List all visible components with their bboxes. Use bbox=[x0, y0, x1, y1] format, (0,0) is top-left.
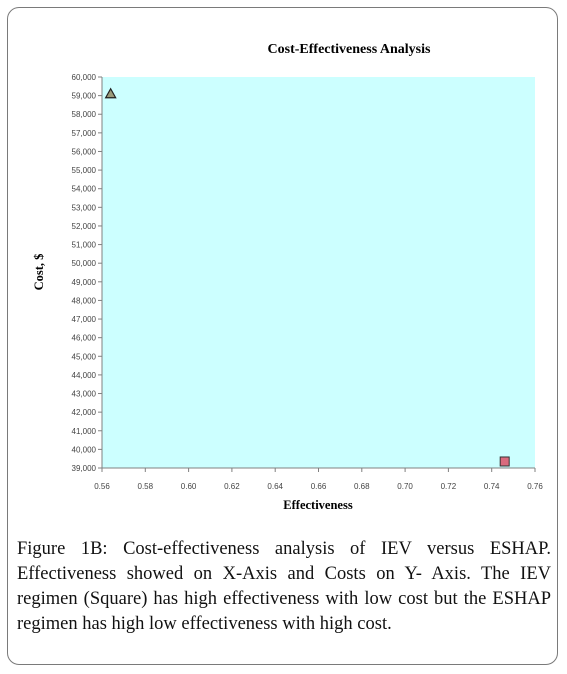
y-axis: 39,000 40,000 41,000 42,000 43,000 44,000 45,0… bbox=[72, 73, 103, 473]
y-tick-label: 54,000 bbox=[72, 185, 97, 194]
x-tick-label: 0.66 bbox=[311, 482, 327, 491]
y-tick-label: 48,000 bbox=[72, 296, 97, 305]
data-point-square bbox=[499, 456, 510, 467]
x-tick-label: 0.74 bbox=[484, 482, 500, 491]
y-tick-label: 41,000 bbox=[72, 427, 97, 436]
y-tick-label: 58,000 bbox=[72, 110, 97, 119]
x-tick-label: 0.62 bbox=[224, 482, 240, 491]
x-tick-label: 0.58 bbox=[138, 482, 154, 491]
y-tick-label: 49,000 bbox=[72, 278, 97, 287]
y-tick-label: 55,000 bbox=[72, 166, 97, 175]
x-tick-label: 0.70 bbox=[397, 482, 413, 491]
x-tick-label: 0.76 bbox=[527, 482, 543, 491]
x-axis: 0.56 0.58 0.60 0.62 0.64 0.66 0.68 0.70 0.72 0.74… bbox=[94, 467, 543, 491]
y-tick-label: 45,000 bbox=[72, 352, 97, 361]
y-tick-label: 47,000 bbox=[72, 315, 97, 324]
y-tick-label: 40,000 bbox=[72, 445, 97, 454]
y-tick-label: 57,000 bbox=[72, 129, 97, 138]
data-points bbox=[104, 87, 510, 467]
chart: Cost-Effectiveness Analysis 39,000 40,000… bbox=[32, 42, 543, 512]
y-tick-label: 44,000 bbox=[72, 371, 97, 380]
y-tick-label: 43,000 bbox=[72, 390, 97, 399]
y-tick-label: 51,000 bbox=[72, 241, 97, 250]
figure-caption: Figure 1B: Cost-effectiveness analysis o… bbox=[17, 539, 551, 634]
y-tick-label: 42,000 bbox=[72, 408, 97, 417]
y-axis-label: Cost, $ bbox=[32, 254, 46, 291]
x-tick-label: 0.64 bbox=[267, 482, 283, 491]
x-axis-label: Effectiveness bbox=[283, 498, 353, 512]
chart-title: Cost-Effectiveness Analysis bbox=[268, 42, 431, 57]
data-point-triangle bbox=[104, 87, 117, 99]
y-tick-label: 50,000 bbox=[72, 259, 97, 268]
y-tick-label: 52,000 bbox=[72, 222, 97, 231]
y-tick-label: 46,000 bbox=[72, 334, 97, 343]
y-tick-label: 39,000 bbox=[72, 464, 97, 473]
x-tick-label: 0.60 bbox=[181, 482, 197, 491]
x-tick-label: 0.56 bbox=[94, 482, 110, 491]
y-tick-label: 53,000 bbox=[72, 203, 97, 212]
x-tick-label: 0.72 bbox=[441, 482, 457, 491]
x-tick-label: 0.68 bbox=[354, 482, 370, 491]
y-tick-label: 60,000 bbox=[72, 73, 97, 82]
y-tick-label: 59,000 bbox=[72, 92, 97, 101]
y-tick-label: 56,000 bbox=[72, 147, 97, 156]
plot-area bbox=[102, 77, 535, 468]
